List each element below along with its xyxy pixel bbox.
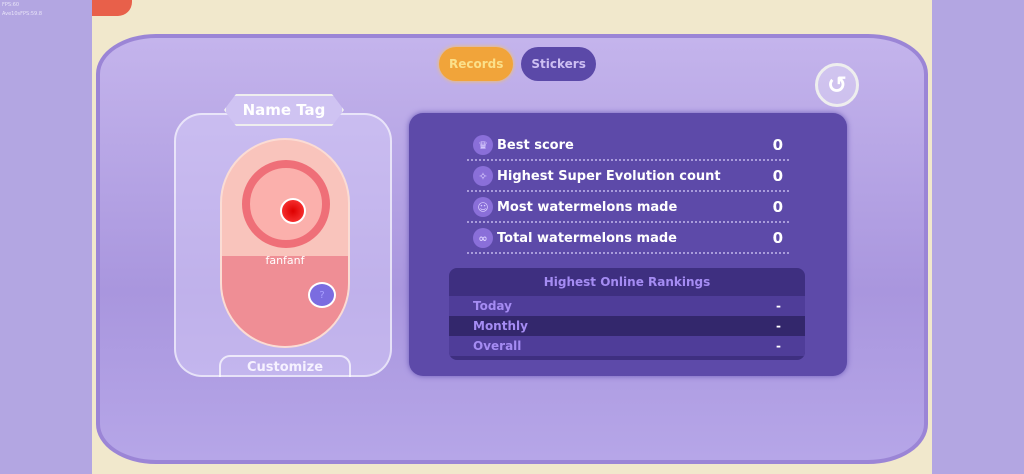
tab-stickers[interactable]: Stickers	[521, 47, 596, 81]
watermelon-face-icon: ☺	[473, 197, 493, 217]
record-row: ☺ Most watermelons made 0	[473, 192, 783, 222]
record-value: 0	[772, 167, 783, 185]
record-row: ♛ Best score 0	[473, 130, 783, 160]
ranking-row: Overall -	[449, 336, 805, 356]
ranking-value: -	[776, 339, 781, 353]
record-label: Most watermelons made	[497, 199, 678, 215]
records-panel: ♛ Best score 0 ✧ Highest Super Evolution co…	[409, 113, 847, 376]
avatar-frame	[242, 160, 330, 248]
record-row: ∞ Total watermelons made 0	[473, 223, 783, 253]
double-watermelon-icon: ∞	[473, 228, 493, 248]
back-button[interactable]: ↺	[815, 63, 859, 107]
record-row: ✧ Highest Super Evolution count 0	[473, 161, 783, 191]
ranking-label: Today	[473, 299, 512, 313]
cherry-avatar-icon	[280, 198, 306, 224]
customize-button[interactable]: Customize	[219, 355, 351, 377]
tab-bar: Records Stickers	[439, 47, 596, 81]
undo-arrow-icon: ↺	[826, 71, 848, 99]
ranking-value: -	[776, 319, 781, 333]
ranking-row: Monthly -	[449, 316, 805, 336]
record-value: 0	[772, 198, 783, 216]
record-value: 0	[772, 136, 783, 154]
avg-fps-counter: Ave10sFPS:59.8	[2, 11, 43, 17]
record-label: Best score	[497, 137, 574, 153]
fps-counter: FPS:60	[2, 2, 20, 8]
record-label: Highest Super Evolution count	[497, 168, 721, 184]
divider	[467, 159, 789, 161]
username: fanfanf	[265, 254, 305, 267]
name-tag-title: Name Tag	[224, 94, 344, 126]
name-tag-preview: fanfanf ?	[220, 138, 350, 348]
crown-icon: ♛	[473, 135, 493, 155]
rankings-title: Highest Online Rankings	[543, 275, 711, 289]
record-label: Total watermelons made	[497, 230, 677, 246]
mystery-sticker-icon: ?	[308, 282, 336, 308]
divider	[467, 190, 789, 192]
ranking-label: Overall	[473, 339, 522, 353]
divider	[467, 252, 789, 254]
ranking-row: Today -	[449, 296, 805, 316]
ranking-label: Monthly	[473, 319, 528, 333]
sparkle-icon: ✧	[473, 166, 493, 186]
tab-records[interactable]: Records	[439, 47, 514, 81]
game-logo	[92, 0, 132, 16]
rankings-table: Highest Online Rankings Today - Monthly - …	[449, 268, 805, 360]
record-value: 0	[772, 229, 783, 247]
ranking-value: -	[776, 299, 781, 313]
divider	[467, 221, 789, 223]
